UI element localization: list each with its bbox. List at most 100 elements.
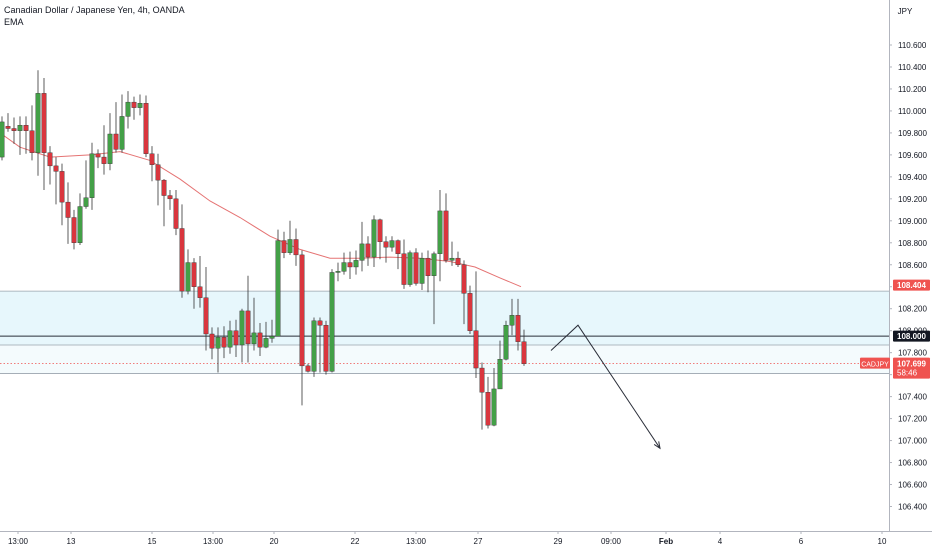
y-tick-label-17: 109.800 bbox=[898, 129, 927, 138]
candle-body-1 bbox=[5, 126, 11, 129]
candle-body-72 bbox=[431, 253, 437, 276]
candle-body-75 bbox=[449, 257, 455, 261]
candle-body-10 bbox=[59, 171, 65, 203]
symbol-tag: CADJPY bbox=[861, 362, 889, 369]
candle-body-50 bbox=[299, 254, 305, 367]
last-price-label: 107.699 bbox=[897, 360, 926, 369]
candle-body-54 bbox=[323, 324, 329, 372]
candle-body-5 bbox=[29, 130, 35, 153]
candle-body-41 bbox=[245, 310, 251, 345]
projection-path bbox=[550, 324, 661, 449]
y-tick-label-9: 108.200 bbox=[898, 305, 927, 314]
candle-body-7 bbox=[41, 93, 47, 153]
y-tick-label-18: 110.000 bbox=[898, 107, 927, 116]
x-tick-label-6: 13:00 bbox=[406, 537, 427, 546]
candle-body-16 bbox=[95, 153, 101, 158]
candle-body-37 bbox=[221, 337, 227, 348]
key-level-price-label-bg bbox=[893, 330, 930, 342]
candle-body-38 bbox=[227, 330, 233, 348]
candle-body-78 bbox=[467, 293, 473, 331]
candle-body-43 bbox=[257, 332, 263, 348]
y-tick-label-0: 106.400 bbox=[898, 503, 927, 512]
candle-body-62 bbox=[371, 219, 377, 258]
candle-body-14 bbox=[83, 197, 89, 207]
x-tick-label-5: 22 bbox=[351, 537, 360, 546]
candle-body-44 bbox=[263, 338, 269, 348]
candle-body-81 bbox=[485, 392, 491, 426]
candle-body-85 bbox=[509, 315, 515, 326]
candle-body-8 bbox=[47, 152, 53, 167]
candle-body-79 bbox=[473, 330, 479, 369]
candle-body-34 bbox=[203, 297, 209, 335]
candle-body-26 bbox=[155, 164, 161, 181]
x-tick-label-12: 6 bbox=[799, 537, 804, 546]
x-tick-label-2: 15 bbox=[148, 537, 157, 546]
candle-body-63 bbox=[377, 219, 383, 242]
candle-body-76 bbox=[455, 257, 461, 265]
x-tick-label-4: 20 bbox=[270, 537, 279, 546]
candle-body-66 bbox=[395, 240, 401, 254]
indicator-label: EMA bbox=[4, 17, 24, 27]
candle-body-57 bbox=[341, 262, 347, 272]
candle-body-36 bbox=[215, 337, 221, 349]
x-tick-label-9: 09:00 bbox=[601, 537, 622, 546]
level-top-price-label: 108.404 bbox=[897, 281, 926, 290]
candle-body-42 bbox=[251, 332, 257, 345]
candle-body-68 bbox=[407, 252, 413, 285]
candle-body-13 bbox=[77, 206, 83, 243]
candle-body-80 bbox=[479, 367, 485, 393]
candles-group bbox=[0, 70, 527, 430]
candle-body-49 bbox=[293, 239, 299, 256]
candle-body-87 bbox=[521, 341, 527, 364]
candle-body-30 bbox=[179, 228, 185, 292]
y-tick-label-16: 109.600 bbox=[898, 151, 927, 160]
candle-body-47 bbox=[281, 240, 287, 253]
y-tick-label-14: 109.200 bbox=[898, 195, 927, 204]
symbol-tag-bg bbox=[860, 357, 890, 369]
y-tick-label-2: 106.800 bbox=[898, 459, 927, 468]
candle-body-51 bbox=[305, 365, 311, 372]
candle-body-19 bbox=[113, 133, 119, 150]
candle-body-69 bbox=[413, 252, 419, 284]
level-top-price-label-bg bbox=[893, 279, 930, 291]
candle-body-24 bbox=[143, 103, 149, 154]
candle-body-52 bbox=[311, 320, 317, 372]
candle-body-15 bbox=[89, 153, 95, 198]
y-tick-label-21: 110.600 bbox=[898, 41, 927, 50]
y-tick-label-13: 109.000 bbox=[898, 217, 927, 226]
currency-label: JPY bbox=[898, 7, 913, 16]
candle-body-71 bbox=[425, 257, 431, 276]
time-axis bbox=[0, 531, 932, 550]
y-tick-label-20: 110.400 bbox=[898, 63, 927, 72]
candle-body-32 bbox=[191, 262, 197, 287]
candle-body-2 bbox=[11, 128, 17, 131]
y-tick-label-15: 109.400 bbox=[898, 173, 927, 182]
candle-body-48 bbox=[287, 239, 293, 253]
candle-body-61 bbox=[365, 243, 371, 258]
candle-body-0 bbox=[0, 121, 5, 158]
bar-countdown-label: 58:46 bbox=[897, 369, 918, 378]
candle-body-39 bbox=[233, 330, 239, 346]
key-level-price-label: 108.000 bbox=[897, 332, 926, 341]
candle-body-31 bbox=[185, 262, 191, 292]
y-tick-label-4: 107.200 bbox=[898, 415, 927, 424]
candle-body-20 bbox=[119, 116, 125, 150]
candle-body-40 bbox=[239, 310, 245, 346]
candle-body-53 bbox=[317, 320, 323, 326]
chart-title: Canadian Dollar / Japanese Yen, 4h, OAND… bbox=[4, 5, 185, 15]
candle-body-86 bbox=[515, 315, 521, 342]
candle-body-59 bbox=[353, 260, 359, 268]
y-tick-label-19: 110.200 bbox=[898, 85, 927, 94]
candle-body-4 bbox=[23, 125, 29, 131]
candle-body-46 bbox=[275, 240, 281, 337]
candle-body-6 bbox=[35, 93, 41, 153]
x-tick-label-10: Feb bbox=[659, 537, 673, 546]
candle-body-67 bbox=[401, 253, 407, 285]
candle-body-27 bbox=[161, 179, 167, 196]
candle-body-73 bbox=[437, 210, 443, 254]
x-tick-label-8: 29 bbox=[554, 537, 563, 546]
x-tick-label-13: 10 bbox=[878, 537, 887, 546]
candle-body-77 bbox=[461, 264, 467, 294]
candle-body-28 bbox=[167, 195, 173, 200]
